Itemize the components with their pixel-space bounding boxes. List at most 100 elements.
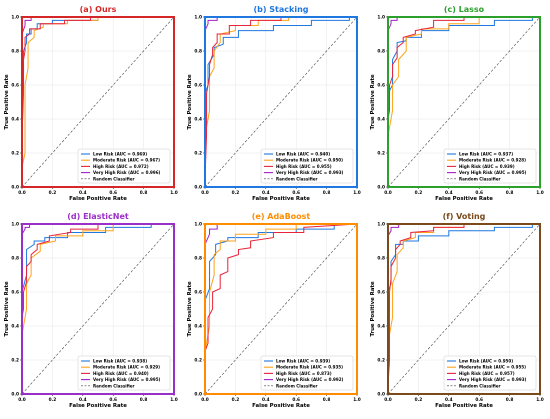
- legend-label-high: High Risk (AUC = 0.940): [93, 371, 149, 376]
- y-tick-label: 0.2: [194, 151, 202, 157]
- roc-curve-high: [21, 223, 174, 394]
- x-tick-label: 0.6: [109, 190, 117, 196]
- panel-title: (b) Stacking: [253, 5, 308, 14]
- roc-curve-moderate: [21, 223, 174, 394]
- legend-box: [443, 355, 537, 391]
- legend-label-random: Random Classifier: [93, 176, 135, 181]
- y-tick-label: 0.2: [194, 358, 202, 364]
- legend-label-high: High Risk (AUC = 0.939): [459, 164, 515, 169]
- panel-frame: [21, 16, 175, 188]
- roc-panel: (b) Stacking 0.0 0.2 0.4 0.6 0.8 1.0 0.0 0.2 0.4 0…: [187, 5, 361, 202]
- x-tick-label: 0.0: [201, 397, 209, 403]
- x-tick-label: 0.8: [506, 397, 514, 403]
- y-tick-label: 0.0: [194, 185, 202, 191]
- y-axis-label: True Positive Rate: [4, 281, 10, 337]
- legend-box: [77, 148, 171, 184]
- legend-label-high: High Risk (AUC = 0.957): [459, 371, 515, 376]
- y-tick-label: 0.6: [377, 83, 385, 89]
- roc-curve-high: [21, 16, 174, 187]
- legend-label-random: Random Classifier: [276, 176, 318, 181]
- x-tick-label: 0.8: [323, 190, 331, 196]
- legend-box: [260, 355, 354, 391]
- y-tick-label: 0.4: [377, 324, 385, 330]
- y-tick-label: 0.8: [11, 256, 19, 262]
- y-axis-label: True Positive Rate: [370, 281, 376, 337]
- x-tick-label: 0.6: [292, 190, 300, 196]
- y-tick-label: 0.4: [194, 324, 202, 330]
- y-tick-label: 0.6: [194, 83, 202, 89]
- roc-panel: (d) ElasticNet 0.0 0.2 0.4 0.6 0.8 1.0 0.0 0.2 0.…: [4, 212, 178, 409]
- x-axis-label: False Positive Rate: [252, 196, 310, 202]
- x-tick-label: 0.0: [18, 397, 26, 403]
- legend-label-low: Low Risk (AUC = 0.969): [93, 152, 147, 157]
- legend-label-random: Random Classifier: [93, 383, 135, 388]
- x-tick-label: 0.2: [415, 397, 423, 403]
- legend-label-very-high: Very High Risk (AUC = 0.993): [276, 170, 344, 175]
- panel-title: (c) Lasso: [444, 5, 485, 14]
- legend: Low Risk (AUC = 0.969)Moderate Risk (AUC…: [77, 148, 171, 184]
- legend: Low Risk (AUC = 0.950)Moderate Risk (AUC…: [443, 355, 537, 391]
- legend-label-low: Low Risk (AUC = 0.938): [93, 359, 147, 364]
- roc-curve-high: [204, 223, 358, 394]
- y-tick-label: 0.0: [194, 392, 202, 398]
- y-tick-label: 1.0: [194, 15, 202, 21]
- legend-box: [443, 148, 537, 184]
- y-tick-label: 1.0: [377, 15, 385, 21]
- x-tick-label: 0.8: [140, 190, 148, 196]
- roc-panel: (a) Ours 0.0 0.2 0.4 0.6 0.8 1.0 0.0 0.2 0.4 0.6 0.…: [4, 5, 178, 202]
- roc-curve-random: [21, 223, 175, 395]
- x-tick-label: 1.0: [170, 397, 178, 403]
- roc-curve-low: [204, 223, 357, 394]
- legend-label-very-high: Very High Risk (AUC = 0.993): [459, 377, 527, 382]
- x-tick-label: 1.0: [536, 190, 544, 196]
- y-tick-label: 0.2: [11, 151, 19, 157]
- legend: Low Risk (AUC = 0.939)Moderate Risk (AUC…: [260, 355, 354, 391]
- legend-label-high: High Risk (AUC = 0.972): [93, 164, 149, 169]
- x-tick-label: 0.4: [262, 190, 270, 196]
- legend-label-moderate: Moderate Risk (AUC = 0.929): [93, 365, 160, 370]
- roc-curve-random: [204, 16, 358, 188]
- y-tick-label: 1.0: [11, 15, 19, 21]
- x-tick-label: 0.0: [201, 190, 209, 196]
- x-tick-label: 0.2: [232, 190, 240, 196]
- y-tick-label: 0.0: [11, 392, 19, 398]
- y-tick-label: 0.6: [11, 290, 19, 296]
- legend-label-very-high: Very High Risk (AUC = 0.996): [93, 170, 161, 175]
- y-axis-label: True Positive Rate: [187, 281, 193, 337]
- legend-label-low: Low Risk (AUC = 0.939): [276, 359, 330, 364]
- x-tick-label: 0.0: [384, 190, 392, 196]
- roc-curve-random: [204, 223, 358, 395]
- panel-frame: [204, 223, 358, 395]
- y-tick-label: 0.4: [11, 117, 19, 123]
- legend-label-moderate: Moderate Risk (AUC = 0.928): [459, 158, 526, 163]
- x-axis-label: False Positive Rate: [69, 403, 127, 409]
- roc-curve-moderate: [387, 16, 540, 187]
- panel-title: (e) AdaBoost: [252, 212, 311, 221]
- x-axis-label: False Positive Rate: [69, 196, 127, 202]
- x-axis-label: False Positive Rate: [435, 403, 493, 409]
- y-tick-label: 0.6: [194, 290, 202, 296]
- x-axis-label: False Positive Rate: [252, 403, 310, 409]
- legend-label-low: Low Risk (AUC = 0.950): [459, 359, 513, 364]
- x-tick-label: 1.0: [536, 397, 544, 403]
- x-tick-label: 1.0: [170, 190, 178, 196]
- x-tick-label: 0.4: [79, 397, 87, 403]
- x-axis-label: False Positive Rate: [435, 196, 493, 202]
- roc-curve-random: [387, 16, 541, 188]
- legend-label-moderate: Moderate Risk (AUC = 0.955): [459, 365, 526, 370]
- roc-curve-random: [387, 223, 541, 395]
- y-tick-label: 0.6: [11, 83, 19, 89]
- panel-title: (f) Voting: [443, 212, 486, 221]
- y-tick-label: 0.4: [377, 117, 385, 123]
- x-tick-label: 0.2: [232, 397, 240, 403]
- legend-label-low: Low Risk (AUC = 0.940): [276, 152, 330, 157]
- x-tick-label: 0.6: [475, 397, 483, 403]
- y-tick-label: 0.8: [194, 256, 202, 262]
- legend: Low Risk (AUC = 0.938)Moderate Risk (AUC…: [77, 355, 171, 391]
- y-tick-label: 0.4: [194, 117, 202, 123]
- panel-title: (d) ElasticNet: [67, 212, 129, 221]
- y-tick-label: 0.8: [11, 49, 19, 55]
- roc-curve-high: [204, 16, 357, 187]
- x-tick-label: 0.8: [140, 397, 148, 403]
- legend-label-random: Random Classifier: [276, 383, 318, 388]
